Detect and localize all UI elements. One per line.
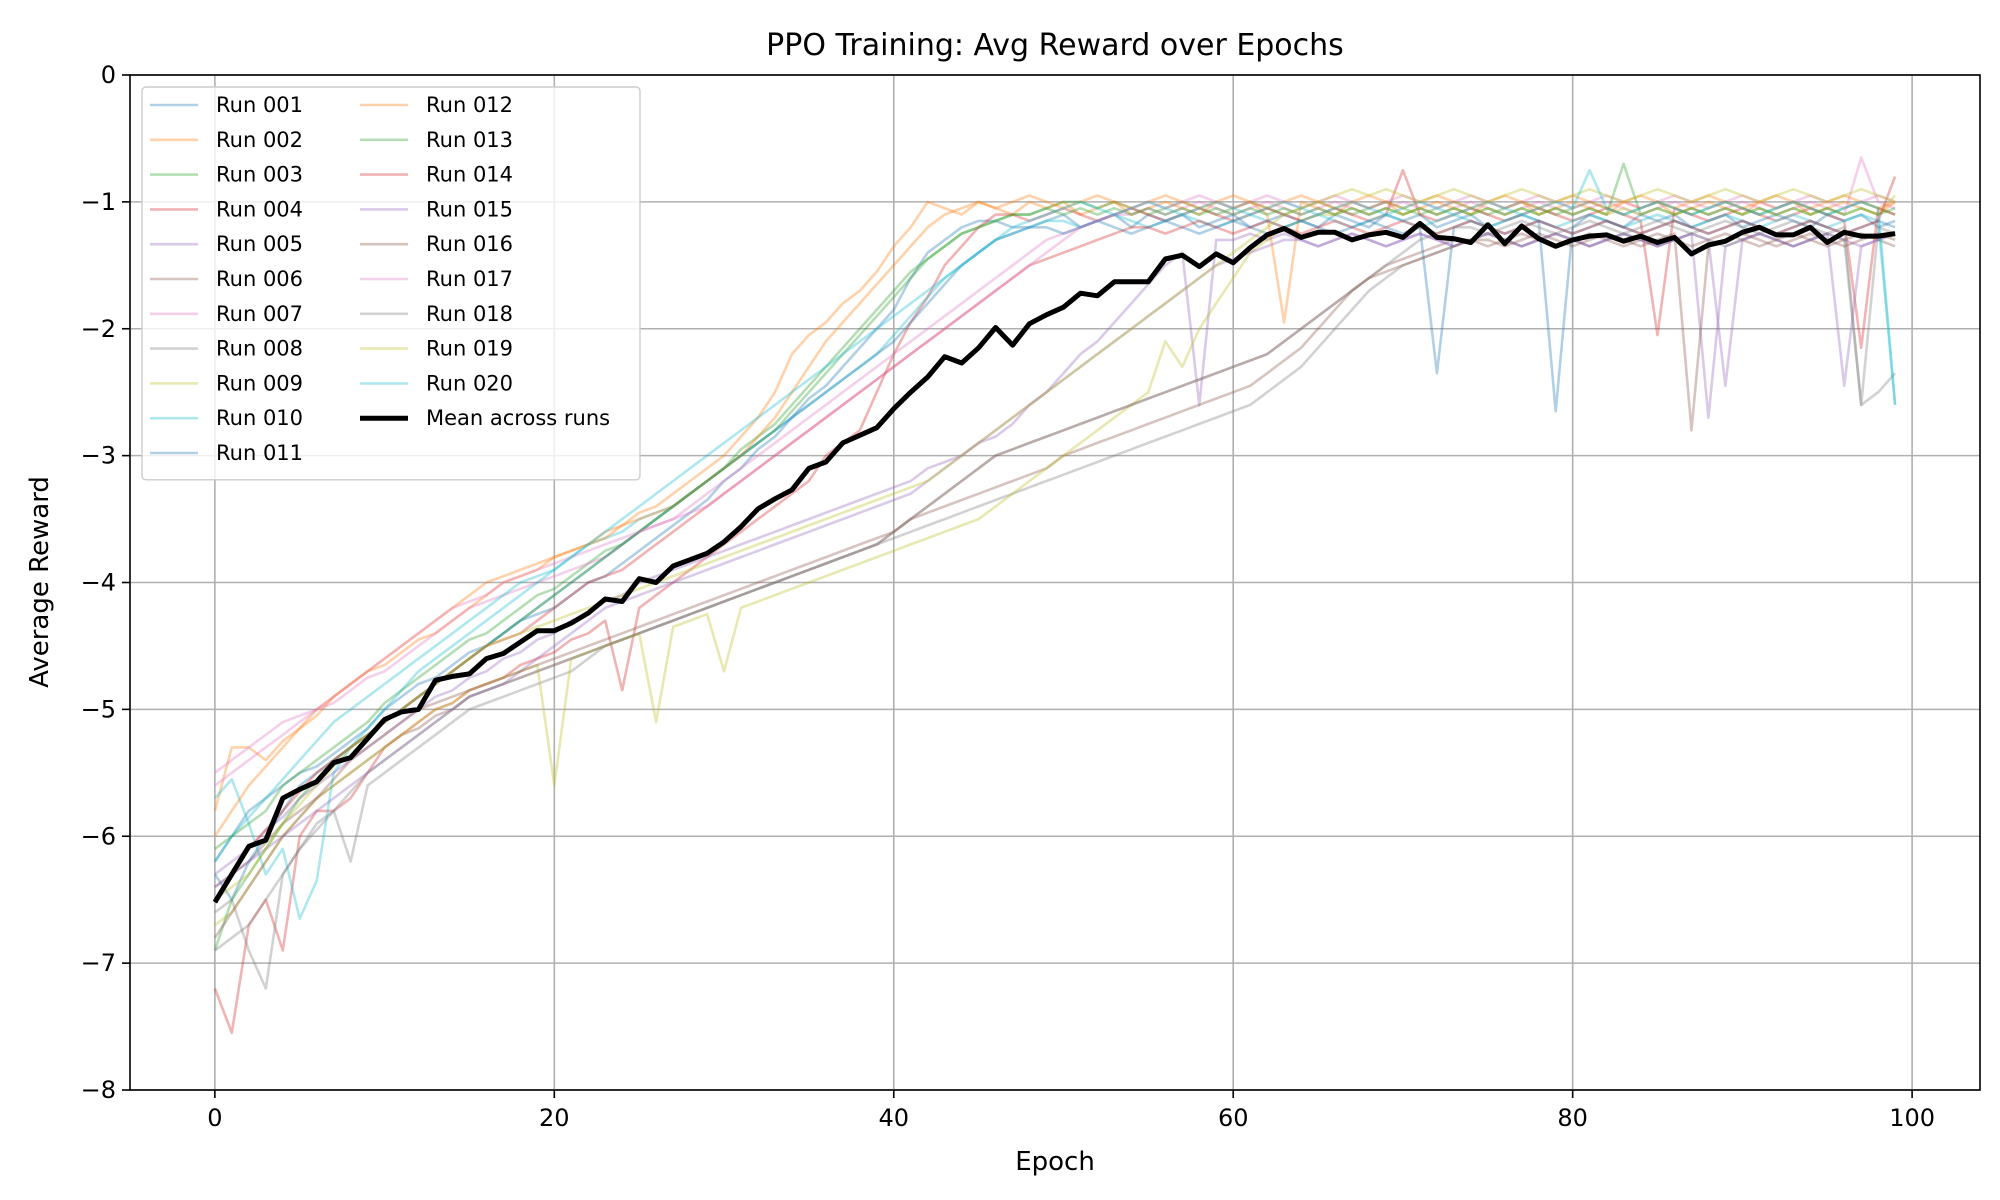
series-line-run-001 — [213, 213, 1896, 863]
y-tick-label: −6 — [81, 822, 116, 850]
series-line-run-009 — [214, 194, 1897, 927]
series-line-run-002 — [213, 200, 1896, 812]
series-line-run-017 — [214, 194, 1896, 787]
series-line-run-007 — [214, 156, 1896, 774]
x-tick-label: 60 — [1218, 1104, 1249, 1132]
y-tick-label: −7 — [81, 949, 116, 977]
series-line-run-006 — [214, 232, 1896, 889]
x-tick-label: 20 — [539, 1104, 570, 1132]
y-tick-label: −3 — [81, 442, 116, 470]
x-tick-label: 40 — [878, 1104, 909, 1132]
legend-label: Run 007 — [216, 302, 303, 326]
series-line-run-012 — [213, 194, 1896, 838]
legend-label: Run 012 — [426, 93, 513, 117]
y-tick-label: −5 — [81, 695, 116, 723]
series-line-run-013 — [213, 162, 1896, 951]
x-tick-label: 80 — [1557, 1104, 1588, 1132]
grid — [130, 74, 1980, 1091]
series-line-run-010 — [213, 213, 1897, 921]
legend-label: Run 015 — [426, 197, 513, 221]
legend-label: Run 002 — [216, 128, 303, 152]
legend-label: Run 005 — [216, 232, 303, 256]
series-line-run-004 — [213, 168, 1896, 1035]
y-tick-label: −8 — [81, 1076, 116, 1104]
legend-box — [141, 86, 641, 481]
legend-label: Run 003 — [216, 163, 303, 187]
y-tick-label: −2 — [81, 315, 116, 343]
legend-label: Run 001 — [216, 93, 303, 117]
legend-label: Run 004 — [216, 197, 303, 221]
legend-label: Run 016 — [426, 232, 513, 256]
x-tick-label: 0 — [207, 1104, 222, 1132]
legend-label: Run 010 — [216, 406, 303, 430]
plot-frame — [129, 74, 1981, 1091]
y-tick-label: −4 — [81, 569, 116, 597]
legend-label: Run 008 — [216, 337, 303, 361]
y-tick-label: 0 — [101, 61, 116, 89]
legend-label: Run 006 — [216, 267, 303, 291]
series-line-run-019 — [214, 187, 1896, 901]
x-tick-label: 100 — [1889, 1104, 1935, 1132]
y-axis-label: Average Reward — [25, 476, 55, 688]
legend-label: Run 014 — [426, 163, 513, 187]
legend-label: Run 018 — [426, 302, 513, 326]
series-line-run-020 — [213, 168, 1897, 863]
legend-label: Run 020 — [426, 371, 513, 395]
series-line-run-011 — [213, 219, 1896, 902]
y-tick-label: −1 — [81, 188, 116, 216]
legend: Run 001 Run 002 Run 003 Run 004 Run 005 Run 0… — [141, 86, 641, 481]
series-line-run-003 — [214, 200, 1896, 850]
legend-label: Run 011 — [216, 441, 303, 465]
plot-lines — [212, 156, 1897, 1035]
legend-label: Mean across runs — [426, 406, 610, 430]
chart-title: PPO Training: Avg Reward over Epochs — [766, 28, 1344, 63]
legend-label: Run 009 — [216, 371, 303, 395]
legend-label: Run 019 — [426, 337, 513, 361]
axes: 0 20 40 60 80 100 0 −1 −2 −3 −4 −5 −6 −7 −8 — [81, 61, 1981, 1132]
series-line-mean-across-runs — [212, 220, 1896, 904]
legend-label: Run 017 — [426, 267, 513, 291]
series-line-run-018 — [214, 219, 1896, 952]
series-line-run-014 — [213, 176, 1897, 901]
legend-label: Run 013 — [426, 128, 513, 152]
x-axis-label: Epoch — [1015, 1147, 1095, 1177]
